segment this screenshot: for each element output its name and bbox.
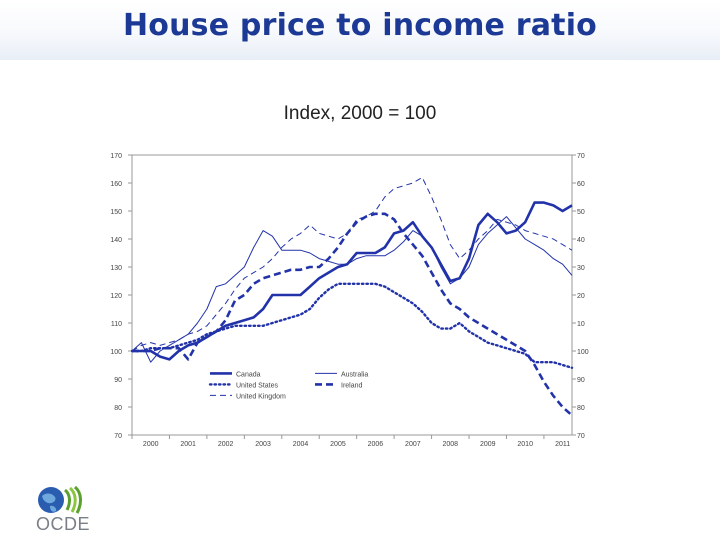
y-tick-label-left: 90 xyxy=(114,377,122,384)
x-tick-label: 2001 xyxy=(180,441,196,448)
y-tick-label-left: 130 xyxy=(110,265,122,272)
series-line-ireland xyxy=(132,212,573,417)
y-tick-label-right: 80 xyxy=(577,405,585,412)
x-tick-label: 2009 xyxy=(480,441,496,448)
series-line-united-kingdom xyxy=(131,176,573,352)
x-tick-label: 2007 xyxy=(405,441,421,448)
legend-label-ireland: Ireland xyxy=(341,382,363,389)
y-tick-label-right: 70 xyxy=(577,153,585,160)
x-tick-label: 2002 xyxy=(218,441,234,448)
logo-text: OCDE xyxy=(36,514,91,534)
y-tick-label-right: 20 xyxy=(577,293,585,300)
x-tick-label: 2000 xyxy=(143,441,159,448)
legend-label-united-states: United States xyxy=(236,382,279,389)
y-tick-label-left: 170 xyxy=(110,153,122,160)
x-tick-label: 2008 xyxy=(443,441,459,448)
y-tick-label-left: 110 xyxy=(111,321,122,328)
series-line-australia xyxy=(131,216,573,363)
x-tick-label: 2004 xyxy=(293,441,309,448)
x-tick-label: 2011 xyxy=(555,441,570,448)
series-line-united-states xyxy=(130,282,574,369)
y-tick-label-left: 80 xyxy=(114,405,122,412)
legend-label-australia: Australia xyxy=(341,371,368,378)
y-tick-label-right: 50 xyxy=(577,209,585,216)
x-tick-label: 2003 xyxy=(255,441,271,448)
y-tick-label-right: 30 xyxy=(577,265,585,272)
legend-box xyxy=(202,366,402,404)
y-tick-label-left: 100 xyxy=(110,349,122,356)
y-tick-label-left: 120 xyxy=(110,293,122,300)
x-tick-label: 2010 xyxy=(517,441,533,448)
y-tick-label-right: 10 xyxy=(577,321,585,328)
y-tick-label-left: 140 xyxy=(110,237,122,244)
x-tick-label: 2005 xyxy=(330,441,346,448)
y-tick-label-right: 70 xyxy=(577,433,585,440)
x-tick-label: 2006 xyxy=(368,441,384,448)
y-tick-label-right: 60 xyxy=(577,181,585,188)
legend-label-canada: Canada xyxy=(236,371,261,378)
y-tick-label-left: 160 xyxy=(110,181,122,188)
y-tick-label-right: 40 xyxy=(577,237,585,244)
oecd-globe-logo-icon xyxy=(38,485,82,514)
page-title: House price to income ratio xyxy=(122,8,597,43)
line-chart: 70 70 80 80 90 90 100 100 110 10 120 20 130 30 140 40 15… xyxy=(110,153,589,448)
title-band xyxy=(0,0,720,60)
y-tick-label-right: 100 xyxy=(577,349,589,356)
y-tick-label-left: 70 xyxy=(114,433,122,440)
chart-subtitle: Index, 2000 = 100 xyxy=(283,103,437,124)
legend-label-united-kingdom: United Kingdom xyxy=(236,393,286,400)
y-tick-label-right: 90 xyxy=(577,377,585,384)
y-tick-label-left: 150 xyxy=(110,209,122,216)
